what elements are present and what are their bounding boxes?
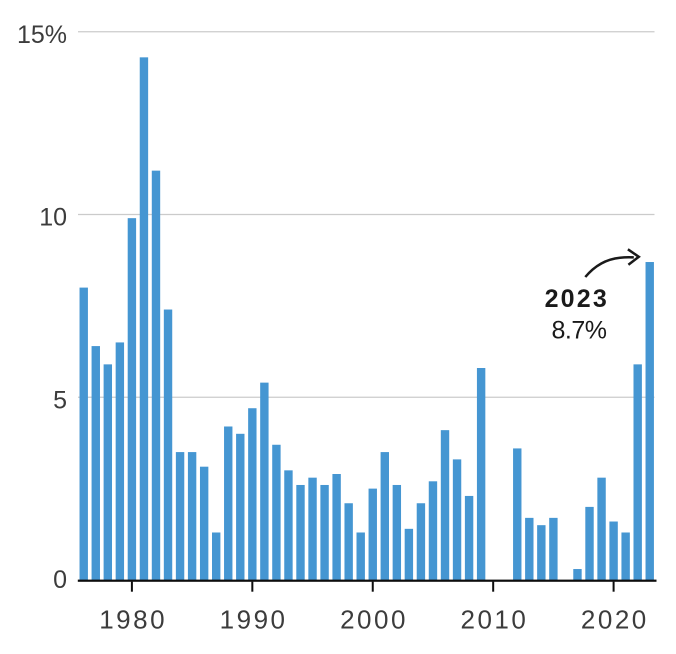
svg-text:1980: 1980 [99, 604, 167, 634]
svg-text:15%: 15% [17, 21, 67, 49]
svg-text:2020: 2020 [581, 604, 649, 634]
svg-text:2010: 2010 [461, 604, 529, 634]
svg-text:2023: 2023 [545, 285, 609, 313]
svg-text:5: 5 [53, 387, 67, 415]
svg-text:2000: 2000 [340, 604, 408, 634]
svg-text:0: 0 [53, 566, 67, 594]
svg-text:10: 10 [39, 203, 67, 231]
svg-text:1990: 1990 [220, 604, 288, 634]
svg-text:8.7%: 8.7% [552, 317, 607, 345]
